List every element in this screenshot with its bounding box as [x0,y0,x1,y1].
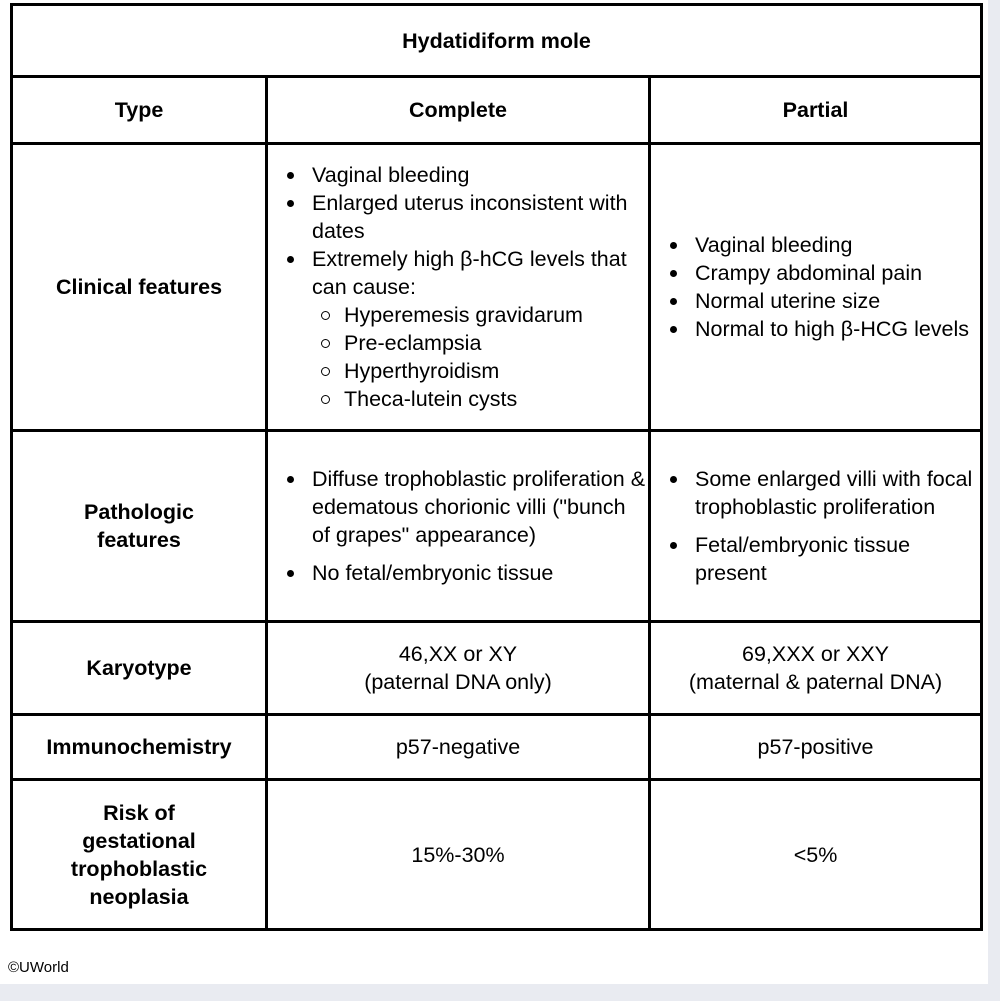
row-label-line: Pathologic [84,500,194,524]
list-item: Vaginal bleeding [669,231,980,259]
pathologic-partial-list: Some enlarged villi with focal trophobla… [651,465,980,587]
list-item: Enlarged uterus inconsistent with dates [287,189,648,245]
hydatidiform-mole-table: Hydatidiform mole Type Complete Partial … [9,3,984,931]
cell-risk-complete: 15%-30% [265,778,651,931]
header-complete: Complete [265,75,651,145]
list-item: Normal uterine size [669,287,980,315]
sub-list-item: Hyperemesis gravidarum [321,301,648,329]
cell-immunochemistry-partial: p57-positive [647,713,984,781]
document-page: Hydatidiform mole Type Complete Partial … [0,0,988,984]
sub-list-item: Pre-eclampsia [321,329,648,357]
cell-pathologic-partial: Some enlarged villi with focal trophobla… [647,429,984,623]
list-item: Normal to high β-HCG levels [669,315,980,343]
cell-clinical-complete: Vaginal bleeding Enlarged uterus inconsi… [265,142,651,432]
list-item: Fetal/embryonic tissue present [669,531,980,587]
clinical-complete-list: Vaginal bleeding Enlarged uterus inconsi… [268,161,648,413]
row-label-line: features [97,528,181,552]
pathologic-complete-list: Diffuse trophoblastic proliferation & ed… [268,465,648,587]
cell-karyotype-partial: 69,XXX or XXY (maternal & paternal DNA) [647,620,984,716]
row-label-immunochemistry: Immunochemistry [10,713,268,781]
row-label-karyotype: Karyotype [10,620,268,716]
list-item: Vaginal bleeding [287,161,648,189]
cell-clinical-partial: Vaginal bleeding Crampy abdominal pain N… [647,142,984,432]
row-label-risk-gtn: Risk of gestational trophoblastic neopla… [10,778,268,931]
cell-immunochemistry-complete: p57-negative [265,713,651,781]
header-type: Type [10,75,268,145]
karyotype-note: (paternal DNA only) [364,670,552,694]
row-label-pathologic-features: Pathologic features [10,429,268,623]
copyright-notice: ©UWorld [8,959,69,976]
list-item: Crampy abdominal pain [669,259,980,287]
header-partial: Partial [647,75,984,145]
list-item: Some enlarged villi with focal trophobla… [669,465,980,521]
list-item: Extremely high β-hCG levels that can cau… [287,245,648,413]
list-item-text: Extremely high β-hCG levels that can cau… [312,247,627,299]
row-label-line: gestational [82,828,196,853]
clinical-partial-list: Vaginal bleeding Crampy abdominal pain N… [651,231,980,343]
cell-karyotype-complete: 46,XX or XY (paternal DNA only) [265,620,651,716]
karyotype-value: 69,XXX or XXY [742,642,890,666]
karyotype-note: (maternal & paternal DNA) [688,670,943,694]
karyotype-value: 46,XX or XY [398,642,518,666]
list-item: Diffuse trophoblastic proliferation & ed… [287,465,648,549]
table-title: Hydatidiform mole [9,3,984,78]
cell-risk-partial: <5% [647,778,984,931]
cell-pathologic-complete: Diffuse trophoblastic proliferation & ed… [265,429,651,623]
sub-list-item: Theca-lutein cysts [321,385,648,413]
row-label-line: neoplasia [89,884,189,909]
sub-list-item: Hyperthyroidism [321,357,648,385]
row-label-line: Risk of [103,800,175,825]
row-label-line: trophoblastic [70,856,208,881]
list-item: No fetal/embryonic tissue [287,559,648,587]
row-label-clinical-features: Clinical features [10,142,268,432]
clinical-complete-sublist: Hyperemesis gravidarum Pre-eclampsia Hyp… [312,301,648,413]
